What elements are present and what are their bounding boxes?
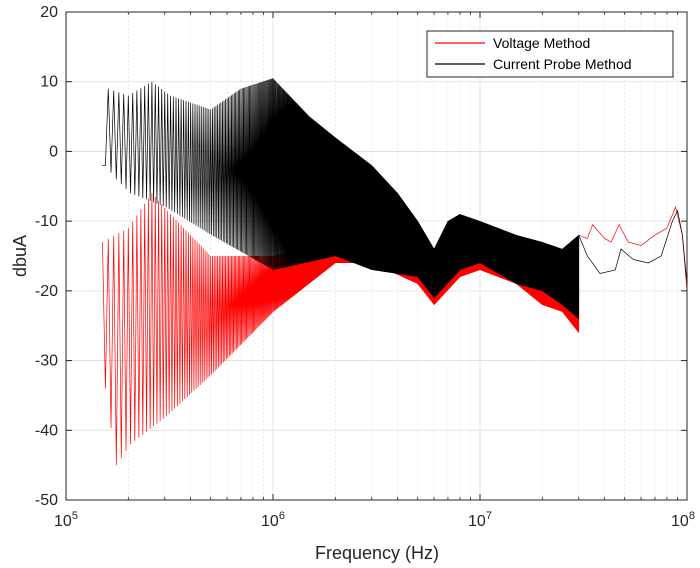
plot-frame — [65, 11, 688, 501]
series-line-current-probe-method — [102, 78, 687, 319]
x-tick-labels: 105 106 107 108 — [54, 510, 695, 530]
x-tick-label: 106 — [261, 510, 285, 530]
y-tick-label: -10 — [35, 213, 58, 230]
y-tick-label: -30 — [35, 353, 58, 370]
y-tick-label: 0 — [49, 143, 58, 160]
x-tick-label: 105 — [54, 510, 78, 530]
legend-box — [426, 30, 674, 78]
y-tick-label: -20 — [35, 283, 58, 300]
legend-label-voltage-method: Voltage Method — [493, 35, 590, 51]
x-tick-label: 107 — [468, 510, 492, 530]
x-tick-label: 108 — [671, 510, 695, 530]
y-tick-label: -40 — [35, 422, 58, 439]
y-tick-label: -50 — [35, 492, 58, 509]
y-tick-label: 10 — [40, 74, 58, 91]
y-tick-labels: 20 10 0 -10 -20 -30 -40 -50 — [35, 4, 58, 509]
x-axis-label: Frequency (Hz) — [315, 543, 439, 563]
tick-marks — [65, 11, 688, 501]
legend: Voltage Method Current Probe Method — [426, 30, 674, 78]
y-tick-label: 20 — [40, 4, 58, 21]
y-axis-label: dbuA — [10, 235, 30, 277]
legend-label-current-probe-method: Current Probe Method — [493, 56, 632, 72]
series-layer — [102, 78, 687, 466]
